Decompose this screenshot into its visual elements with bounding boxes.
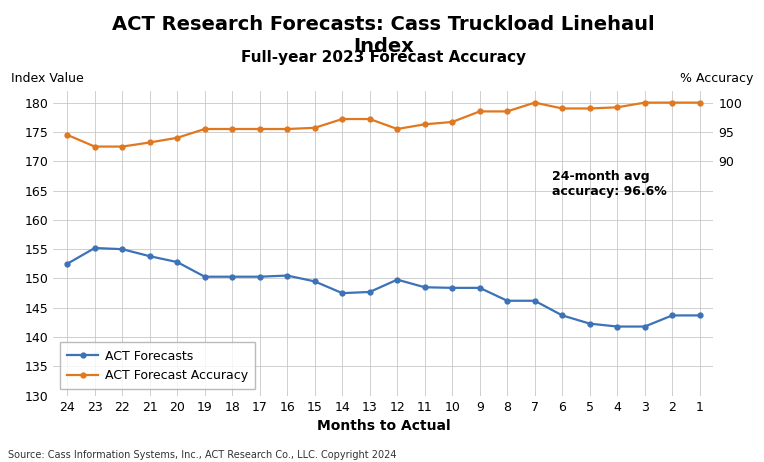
ACT Forecast Accuracy — [310, 125, 319, 131]
ACT Forecasts — [228, 274, 237, 280]
ACT Forecasts — [255, 274, 264, 280]
ACT Forecast Accuracy — [448, 119, 457, 125]
ACT Forecast Accuracy — [255, 126, 264, 132]
ACT Forecasts — [420, 285, 429, 290]
Line: ACT Forecasts: ACT Forecasts — [65, 246, 702, 329]
Text: Full-year 2023 Forecast Accuracy: Full-year 2023 Forecast Accuracy — [241, 50, 526, 65]
ACT Forecasts — [173, 259, 182, 265]
ACT Forecasts — [145, 254, 154, 259]
Text: Source: Cass Information Systems, Inc., ACT Research Co., LLC. Copyright 2024: Source: Cass Information Systems, Inc., … — [8, 450, 397, 460]
ACT Forecast Accuracy — [228, 126, 237, 132]
ACT Forecast Accuracy — [283, 126, 292, 132]
Legend: ACT Forecasts, ACT Forecast Accuracy: ACT Forecasts, ACT Forecast Accuracy — [60, 342, 255, 389]
ACT Forecasts — [63, 261, 72, 267]
ACT Forecasts — [668, 313, 677, 318]
ACT Forecasts — [90, 245, 99, 251]
ACT Forecast Accuracy — [530, 100, 539, 105]
ACT Forecasts — [283, 273, 292, 278]
ACT Forecasts — [475, 285, 484, 291]
ACT Forecast Accuracy — [613, 104, 622, 110]
ACT Forecast Accuracy — [145, 140, 154, 145]
ACT Forecast Accuracy — [503, 109, 512, 114]
X-axis label: Months to Actual: Months to Actual — [316, 419, 450, 433]
Line: ACT Forecast Accuracy: ACT Forecast Accuracy — [65, 100, 702, 149]
ACT Forecasts — [558, 313, 567, 318]
ACT Forecasts — [393, 277, 402, 282]
ACT Forecast Accuracy — [640, 100, 649, 105]
ACT Forecast Accuracy — [475, 109, 484, 114]
ACT Forecast Accuracy — [365, 116, 374, 122]
ACT Forecasts — [585, 321, 594, 326]
ACT Forecasts — [613, 324, 622, 329]
ACT Forecast Accuracy — [90, 144, 99, 149]
ACT Forecasts — [530, 298, 539, 304]
ACT Forecasts — [448, 285, 457, 291]
ACT Forecast Accuracy — [393, 126, 402, 132]
ACT Forecast Accuracy — [668, 100, 677, 105]
ACT Forecast Accuracy — [558, 106, 567, 111]
ACT Forecast Accuracy — [118, 144, 127, 149]
ACT Forecasts — [338, 290, 347, 296]
ACT Forecast Accuracy — [585, 106, 594, 111]
ACT Forecasts — [365, 289, 374, 295]
ACT Forecasts — [695, 313, 704, 318]
Title: ACT Research Forecasts: Cass Truckload Linehaul
Index: ACT Research Forecasts: Cass Truckload L… — [112, 15, 655, 56]
ACT Forecasts — [503, 298, 512, 304]
Text: % Accuracy: % Accuracy — [680, 72, 753, 85]
ACT Forecasts — [640, 324, 649, 329]
ACT Forecasts — [118, 246, 127, 252]
ACT Forecasts — [200, 274, 209, 280]
ACT Forecast Accuracy — [338, 116, 347, 122]
ACT Forecast Accuracy — [200, 126, 209, 132]
ACT Forecast Accuracy — [63, 132, 72, 138]
Text: 24-month avg
accuracy: 96.6%: 24-month avg accuracy: 96.6% — [552, 170, 666, 198]
ACT Forecast Accuracy — [173, 135, 182, 140]
Text: Index Value: Index Value — [11, 72, 83, 85]
ACT Forecasts — [310, 279, 319, 284]
ACT Forecast Accuracy — [420, 122, 429, 127]
ACT Forecast Accuracy — [695, 100, 704, 105]
